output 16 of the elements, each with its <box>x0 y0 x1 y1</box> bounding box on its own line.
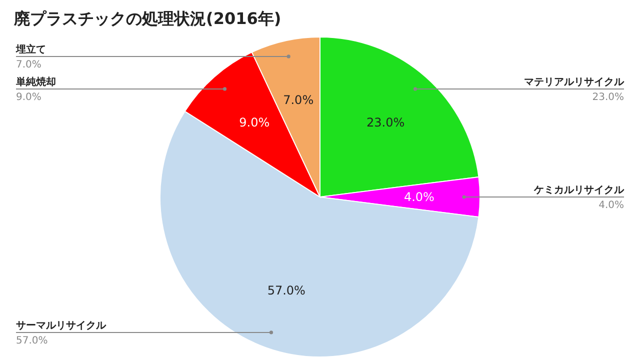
data-label: 57.0% <box>267 283 306 298</box>
slice-label: マテリアルリサイクル <box>524 76 625 88</box>
slice-label: 単純焼却 <box>15 76 56 88</box>
slice-label: 埋立て <box>15 43 46 56</box>
data-label: 23.0% <box>366 116 405 130</box>
data-label: 9.0% <box>239 116 270 130</box>
slice-label: ケミカルリサイクル <box>533 185 625 196</box>
text: 7.0% <box>16 59 42 70</box>
data-label: 7.0% <box>283 93 314 108</box>
chart-title: 廃プラスチックの処理状況(2016年) <box>13 9 282 28</box>
data-label: 4.0% <box>404 190 434 204</box>
text: 57.0% <box>16 335 48 346</box>
text: 9.0% <box>16 92 42 103</box>
slice-label: サーマルリサイクル <box>16 320 107 332</box>
text: 4.0% <box>598 200 624 211</box>
text: 23.0% <box>592 92 624 103</box>
